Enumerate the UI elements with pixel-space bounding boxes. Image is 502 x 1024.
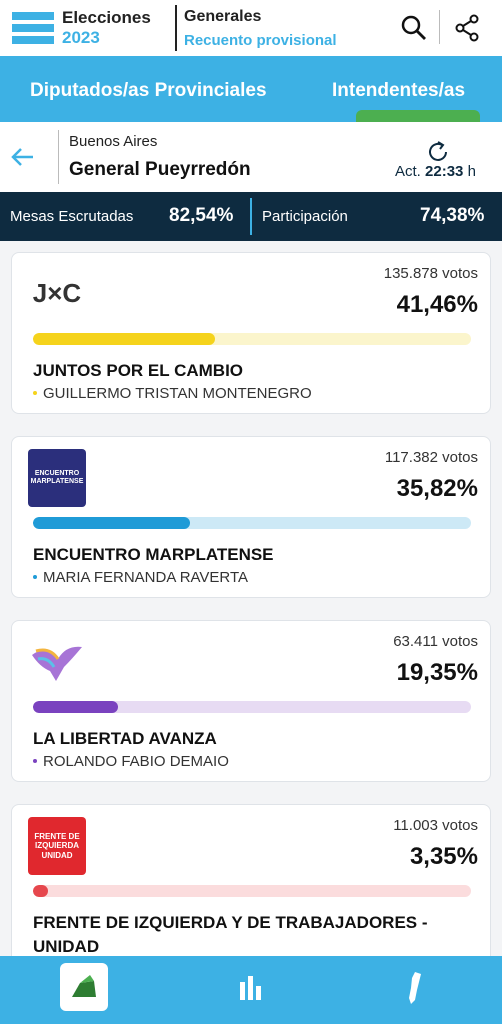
candidate: ROLANDO FABIO DEMAIO <box>33 753 229 770</box>
updated-prefix: Act. <box>395 163 421 180</box>
party-logo: FRENTE DE IZQUIERDA UNIDAD <box>28 817 86 875</box>
share-icon[interactable] <box>454 14 482 42</box>
logo-text: FRENTE DE <box>34 832 80 842</box>
updated-time: 22:33 <box>425 163 464 180</box>
party-name: JUNTOS POR EL CAMBIO <box>33 361 244 380</box>
bottom-nav <box>0 956 502 1024</box>
vote-share: 41,46% <box>396 291 478 318</box>
year: 2023 <box>62 28 100 47</box>
candidate: MARIA FERNANDA RAVERTA <box>33 569 248 586</box>
bar-track <box>33 333 471 345</box>
divider <box>58 130 59 184</box>
bar <box>33 333 215 345</box>
candidate-name: MARIA FERNANDA RAVERTA <box>43 569 249 586</box>
logo-text: ENCUENTRO <box>34 469 80 477</box>
candidate-name: GUILLERMO TRISTAN MONTENEGRO <box>43 385 312 402</box>
result-card: ENCUENTRO MARPLATENSE 117.382 votos 35,82% E… <box>11 436 491 598</box>
updated-suffix: h <box>467 163 476 180</box>
flag-logo <box>12 12 54 44</box>
divider <box>250 198 252 235</box>
party-name: ENCUENTRO MARPLATENSE <box>33 545 274 564</box>
status: Recuento provisional <box>184 32 337 49</box>
vote-share: 3,35% <box>409 843 478 870</box>
logo-text: UNIDAD <box>41 850 73 860</box>
party-logo: ENCUENTRO MARPLATENSE <box>28 449 86 507</box>
stats-bar: Mesas Escrutadas 82,54% Participación 74… <box>0 192 502 241</box>
election: Generales <box>184 8 262 25</box>
result-card: J×C 135.878 votos 41,46% JUNTOS POR EL CAMB… <box>11 252 491 414</box>
result-card: FRENTE DE IZQUIERDA UNIDAD 11.003 votos 3,35… <box>11 804 491 966</box>
result-card: 63.411 votos 19,35% LA LIBERTAD AVANZA ROLA… <box>11 620 491 782</box>
province: Buenos Aires <box>69 133 158 150</box>
party-name: FRENTE DE IZQUIERDA Y DE TRABAJADORES - … <box>33 913 428 956</box>
location-bar: Buenos Aires General Pueyrredón Act. 22:… <box>0 122 502 192</box>
votes: 117.382 votos <box>384 449 478 466</box>
votes: 63.411 votos <box>393 633 478 650</box>
updated: Act. 22:33 h <box>395 163 476 180</box>
bar-track <box>33 517 471 529</box>
stat-label: Mesas Escrutadas <box>10 208 134 225</box>
active-indicator <box>356 110 480 122</box>
search-icon[interactable] <box>400 14 428 42</box>
tab-active[interactable]: Intendentes/as <box>332 80 466 101</box>
bar <box>33 885 48 897</box>
bullet <box>33 574 37 579</box>
stat-value: 82,54% <box>169 205 234 226</box>
vote-share: 19,35% <box>396 659 478 686</box>
refresh-icon[interactable] <box>426 140 450 164</box>
party-logo <box>28 633 86 691</box>
bullet <box>33 390 37 395</box>
bar <box>33 517 190 529</box>
party-name: LA LIBERTAD AVANZA <box>33 729 217 748</box>
bullet <box>33 758 37 763</box>
bar-track <box>33 701 471 713</box>
nav-home[interactable] <box>60 963 108 1011</box>
logo-text: IZQUIERDA <box>35 841 79 851</box>
nav-map[interactable] <box>405 970 425 1006</box>
brand: Elecciones <box>62 8 151 27</box>
stat-value: 74,38% <box>420 205 485 226</box>
header: Elecciones 2023 Generales Recuento provi… <box>0 0 502 56</box>
votes: 11.003 votos <box>393 817 478 834</box>
divider <box>175 5 177 51</box>
candidate-name: ROLANDO FABIO DEMAIO <box>43 753 229 770</box>
back-arrow[interactable] <box>10 146 36 168</box>
votes: 135.878 votos <box>383 265 478 282</box>
logo-text: J×C <box>32 278 82 309</box>
bar <box>33 701 118 713</box>
nav-results[interactable] <box>238 974 266 1002</box>
vote-share: 35,82% <box>396 475 478 502</box>
bar-track <box>33 885 471 897</box>
party-logo: J×C <box>28 265 86 323</box>
divider <box>439 10 440 44</box>
stat-label: Participación <box>262 208 348 225</box>
tab[interactable]: Diputados/as Provinciales <box>30 80 267 101</box>
district: General Pueyrredón <box>69 159 251 180</box>
candidate: GUILLERMO TRISTAN MONTENEGRO <box>33 385 312 402</box>
logo-text: MARPLATENSE <box>30 478 84 485</box>
tab-bar: Diputados/as Provinciales Intendentes/as <box>0 56 502 122</box>
